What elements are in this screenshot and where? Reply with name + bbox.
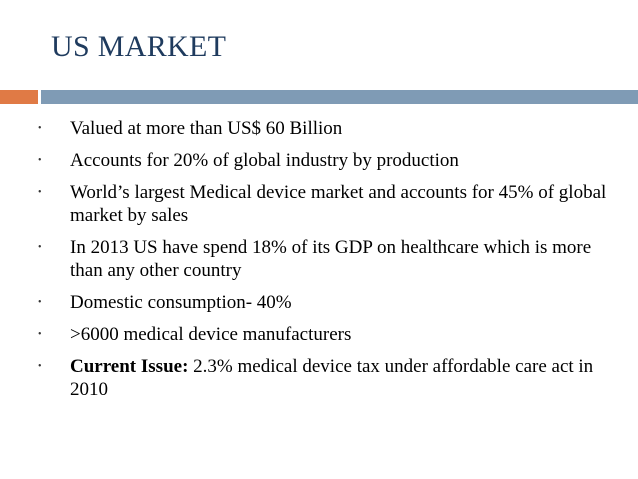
bullet-item: • Current Issue: 2.3% medical device tax… xyxy=(38,355,618,401)
bullet-lead: Current Issue: xyxy=(70,356,189,377)
bullet-item: • Valued at more than US$ 60 Billion xyxy=(38,117,618,140)
bullet-dot-icon: • xyxy=(38,361,42,372)
bullet-item: • In 2013 US have spend 18% of its GDP o… xyxy=(38,236,618,282)
bullet-dot-icon: • xyxy=(38,297,42,308)
bullet-item: • Accounts for 20% of global industry by… xyxy=(38,149,618,172)
bullet-item: • Domestic consumption- 40% xyxy=(38,291,618,314)
title-accent-bar xyxy=(0,90,38,104)
bullet-dot-icon: • xyxy=(38,187,42,198)
bullet-dot-icon: • xyxy=(38,123,42,134)
bullet-text: Valued at more than US$ 60 Billion xyxy=(70,118,343,139)
bullet-text: World’s largest Medical device market an… xyxy=(70,182,607,226)
bullet-text: Accounts for 20% of global industry by p… xyxy=(70,150,459,171)
bullet-text: 2.3% medical device tax under affordable… xyxy=(70,356,594,400)
bullet-text: Domestic consumption- 40% xyxy=(70,292,292,313)
slide-title: US MARKET xyxy=(51,30,227,63)
bullet-text: In 2013 US have spend 18% of its GDP on … xyxy=(70,237,592,281)
bullet-dot-icon: • xyxy=(38,155,42,166)
bullet-item: • World’s largest Medical device market … xyxy=(38,181,618,227)
bullet-item: • >6000 medical device manufacturers xyxy=(38,323,618,346)
title-rule-bar xyxy=(41,90,638,104)
bullet-dot-icon: • xyxy=(38,329,42,340)
bullet-dot-icon: • xyxy=(38,242,42,253)
bullet-text: >6000 medical device manufacturers xyxy=(70,324,352,345)
bullet-list: • Valued at more than US$ 60 Billion • A… xyxy=(38,117,618,410)
